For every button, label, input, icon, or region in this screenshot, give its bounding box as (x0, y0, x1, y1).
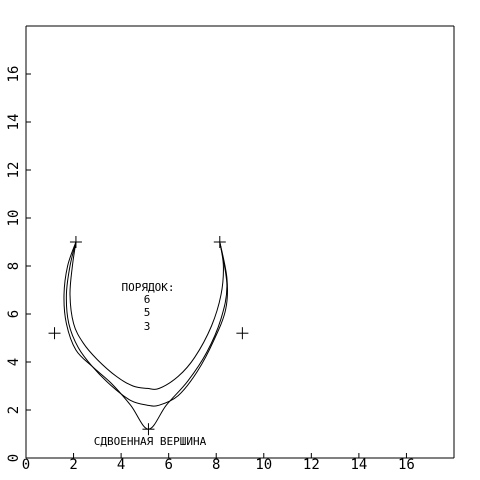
x-tick-label: 10 (255, 457, 272, 473)
order-value-6: 6 (144, 293, 151, 306)
y-tick-label: 16 (6, 66, 22, 83)
series-line-order-6 (69, 241, 224, 390)
x-tick-label: 0 (22, 457, 30, 473)
series-line-order-3 (63, 241, 228, 430)
labels-group: ПОРЯДОК: 6 5 3 СДВОЕННАЯ ВЕРШИНА (94, 281, 207, 448)
plus-marker-left-top (69, 236, 82, 248)
plus-marker-right-top (213, 236, 226, 248)
y-tick-label: 14 (6, 114, 22, 131)
x-tick-label: 8 (212, 457, 220, 473)
series-group (63, 241, 229, 430)
x-tick-label: 2 (69, 457, 77, 473)
x-tick-label: 14 (350, 457, 367, 473)
x-tick-label: 6 (164, 457, 172, 473)
axes (25, 25, 455, 459)
double-vertex-label: СДВОЕННАЯ ВЕРШИНА (94, 435, 207, 448)
order-value-5: 5 (144, 306, 151, 319)
y-tick-label: 6 (6, 310, 22, 318)
series-line-order-5 (65, 241, 229, 407)
y-tick-label: 4 (6, 358, 22, 366)
y-tick-label: 12 (6, 162, 22, 179)
x-tick-label: 4 (117, 457, 125, 473)
plus-marker-left-side (48, 327, 61, 340)
order-value-3: 3 (144, 320, 151, 333)
order-label: ПОРЯДОК: (122, 281, 175, 294)
tick-marks: 0 2 4 6 8 10 12 14 16 0 2 4 6 8 10 12 14 16 (6, 66, 415, 473)
x-tick-label: 12 (303, 457, 320, 473)
x-tick-label: 16 (398, 457, 415, 473)
plus-marker-right-side (236, 327, 249, 340)
markers-group (48, 236, 249, 436)
y-tick-label: 2 (6, 406, 22, 414)
y-tick-label: 0 (6, 454, 22, 462)
y-tick-label: 10 (6, 210, 22, 227)
plus-marker-double-vertex (142, 423, 155, 436)
y-tick-label: 8 (6, 262, 22, 270)
